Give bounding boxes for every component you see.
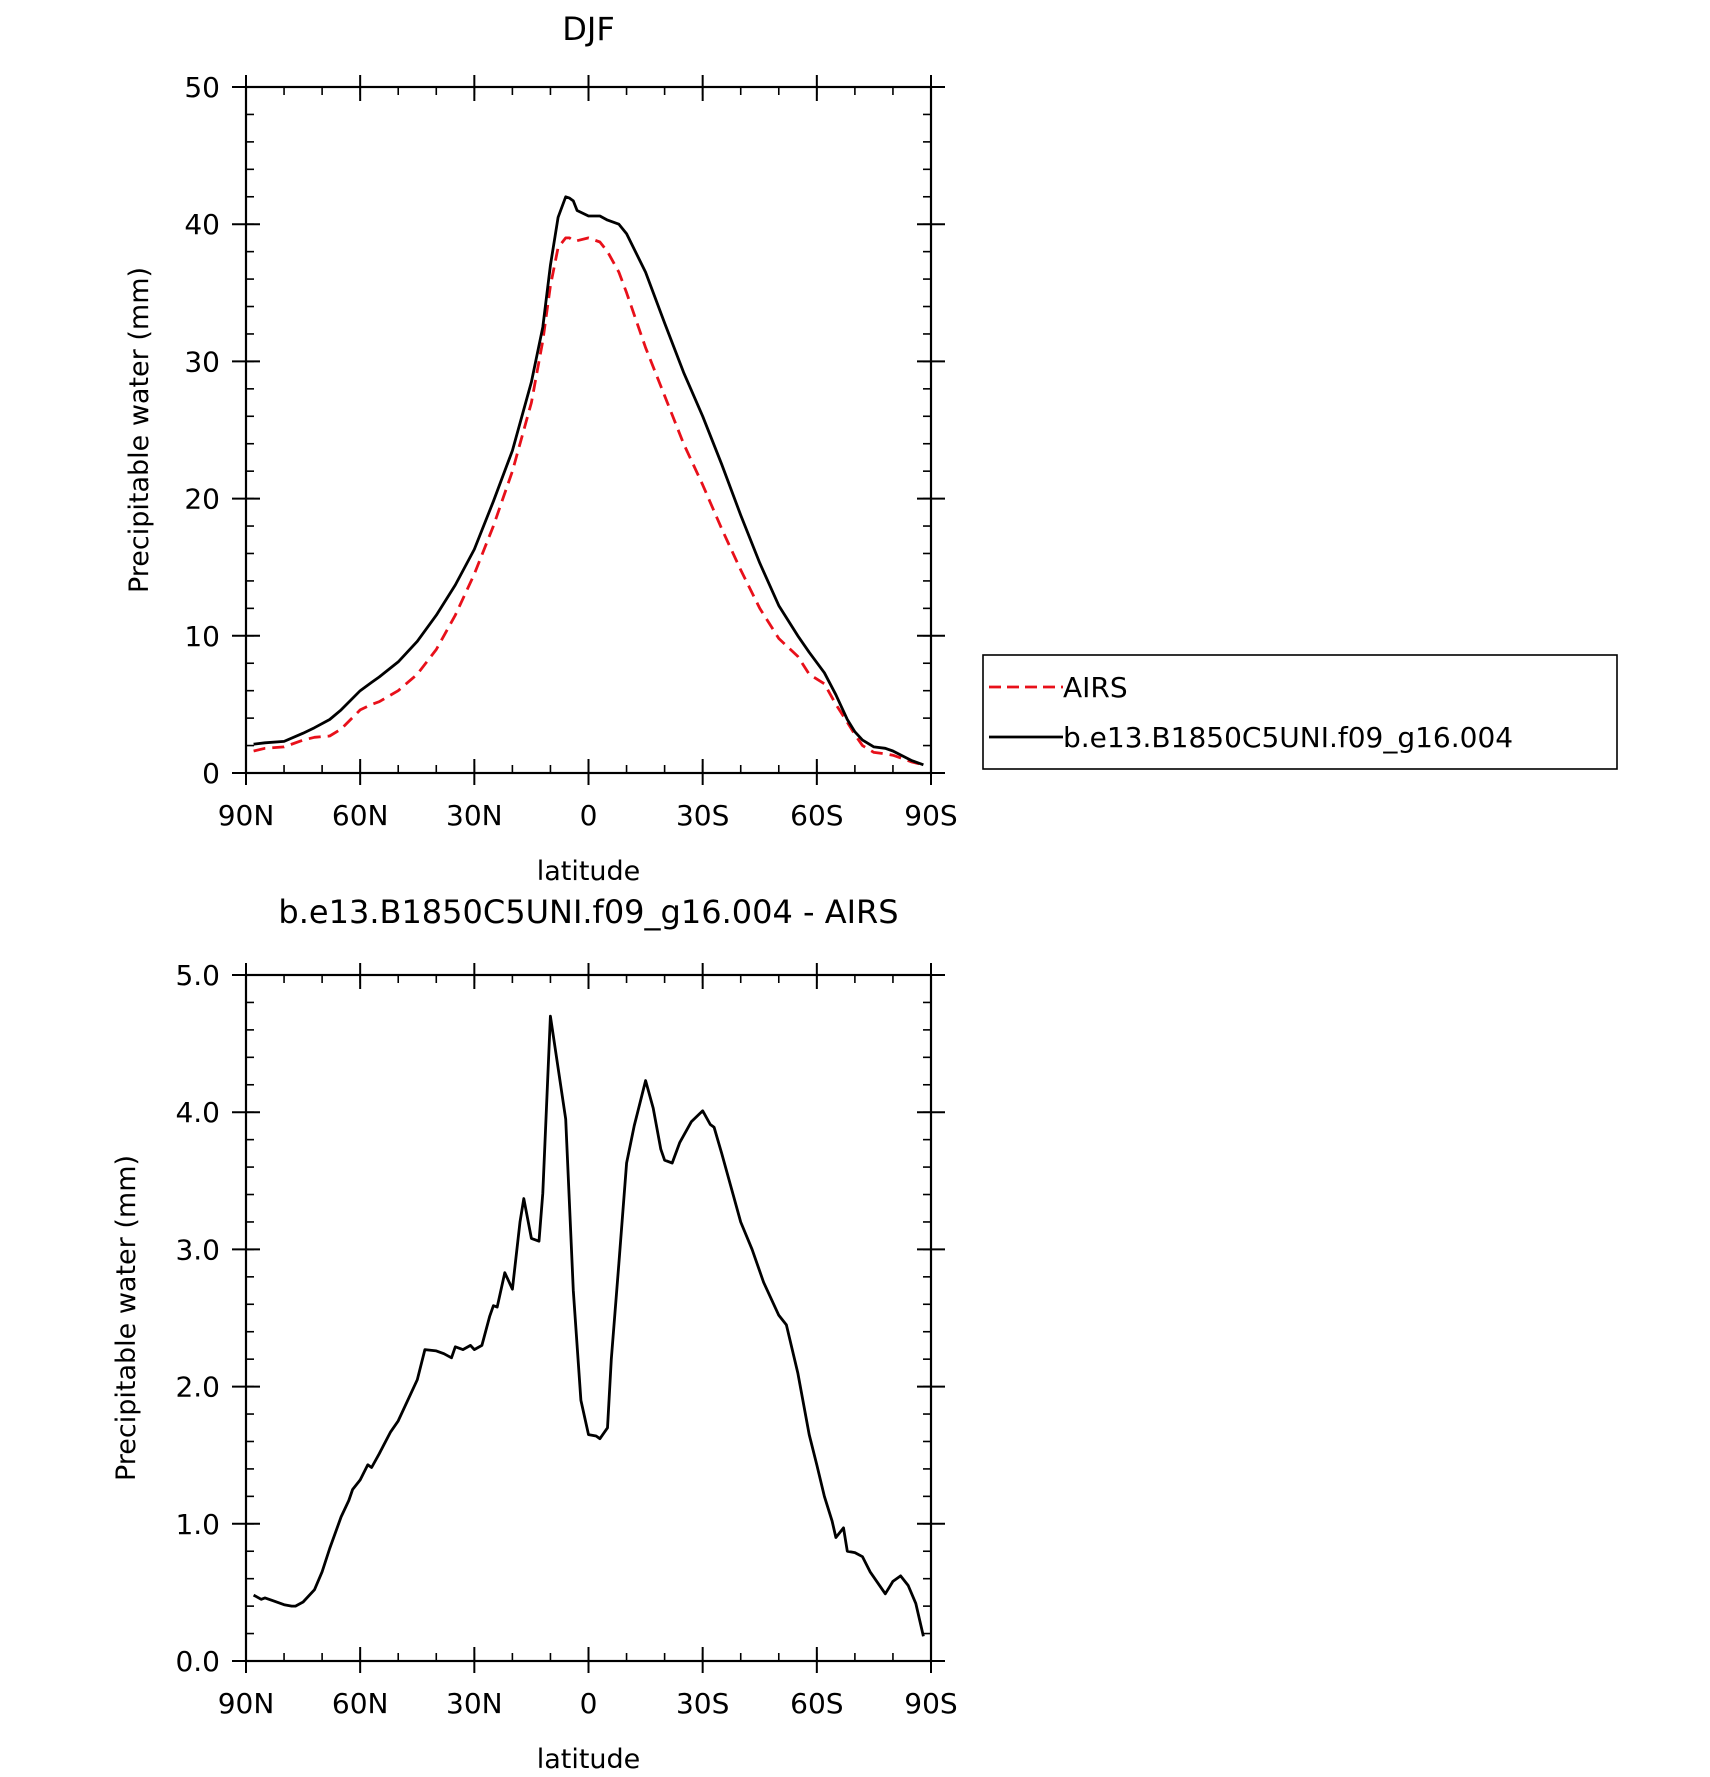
plot-frame (244, 973, 933, 1663)
x-tick-label: 90N (218, 1687, 275, 1720)
chart-panel-2: b.e13.B1850C5UNI.f09_g16.004 - AIRS 90N 60… (111, 893, 958, 1775)
legend-label-2: b.e13.B1850C5UNI.f09_g16.004 (1063, 721, 1513, 754)
x-tick-label: 60N (332, 799, 389, 832)
x-tick-label: 0 (580, 799, 598, 832)
x-tick-label: 60N (332, 1687, 389, 1720)
y-tick-label: 2.0 (175, 1371, 220, 1404)
y-axis-label: Precipitable water (mm) (111, 1155, 142, 1481)
y-tick-label: 5.0 (175, 959, 220, 992)
y-tick-label: 0 (202, 757, 220, 790)
x-tick-label: 0 (580, 1687, 598, 1720)
x-tick-label: 30N (446, 799, 503, 832)
y-axis-label: Precipitable water (mm) (124, 267, 155, 593)
y-tick-label: 30 (184, 345, 220, 378)
x-tick-label: 90N (218, 799, 275, 832)
chart-title: DJF (562, 10, 614, 48)
x-tick-label: 60S (790, 799, 843, 832)
x-tick-label: 90S (904, 799, 957, 832)
x-tick-label: 60S (790, 1687, 843, 1720)
y-tick-label: 10 (184, 620, 220, 653)
chart-panel-1: DJF 90N 60N 30N 0 30S 60S 90S 0 10 20 30 40 50 latitud… (124, 10, 1618, 887)
series-line-b-e13-b1850c5uni-f09-g16-004 (253, 195, 924, 767)
y-tick-label: 40 (184, 208, 220, 241)
y-tick-label: 3.0 (175, 1233, 220, 1266)
legend-label-1: AIRS (1063, 671, 1128, 704)
y-tick-label: 20 (184, 483, 220, 516)
y-tick-label: 1.0 (175, 1508, 220, 1541)
y-tick-label: 50 (184, 71, 220, 104)
legend: AIRS b.e13.B1850C5UNI.f09_g16.004 (982, 654, 1618, 770)
x-axis-label: latitude (537, 1744, 641, 1775)
series-line-difference (252, 1014, 925, 1637)
y-tick-label: 0.0 (175, 1645, 220, 1678)
chart-title: b.e13.B1850C5UNI.f09_g16.004 - AIRS (278, 893, 898, 931)
x-tick-label: 30N (446, 1687, 503, 1720)
x-tick-label: 90S (904, 1687, 957, 1720)
x-axis-label: latitude (537, 856, 641, 887)
legend-box (982, 654, 1618, 770)
x-tick-label: 30S (676, 1687, 729, 1720)
y-tick-label: 4.0 (175, 1096, 220, 1129)
series-line-airs (253, 236, 924, 767)
x-tick-label: 30S (676, 799, 729, 832)
plot-frame (244, 85, 933, 775)
